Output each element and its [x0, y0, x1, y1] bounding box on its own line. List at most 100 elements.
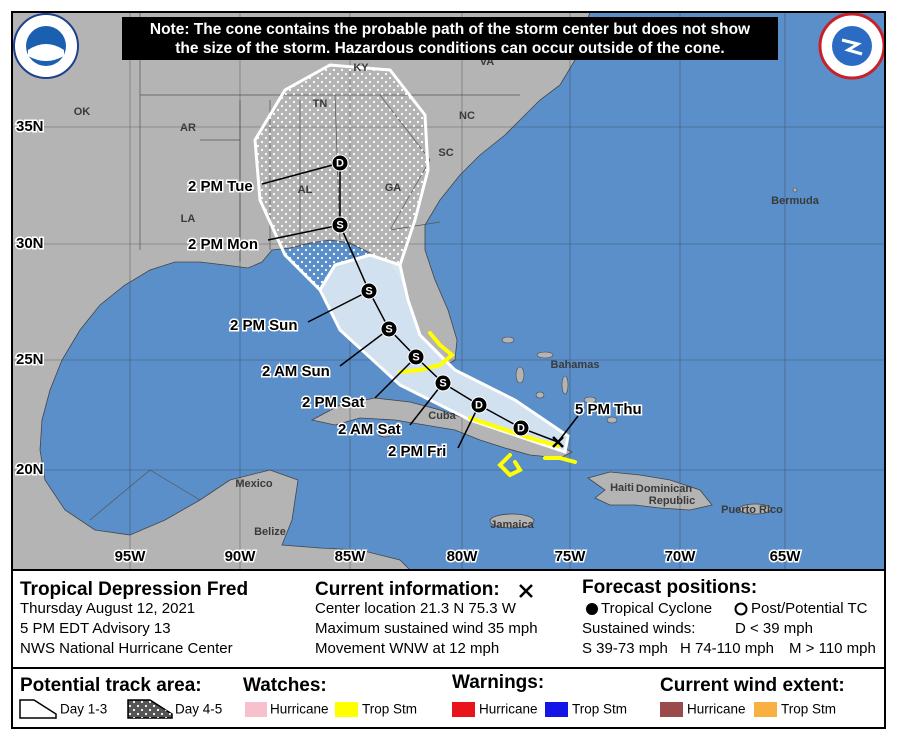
position-marker [360, 282, 378, 300]
isla-juventud [377, 428, 393, 438]
time-label: 2 PM Sun [230, 317, 298, 334]
position-marker [470, 396, 488, 414]
place-label: Bahamas [551, 359, 600, 371]
longitude-label: 80W [447, 548, 479, 565]
latitude-label: 25N [16, 351, 44, 368]
position-symbol: S [336, 219, 343, 231]
place-label: Puerto Rico [721, 504, 783, 516]
place-label: AL [298, 184, 313, 196]
latitude-label: 20N [16, 461, 44, 478]
time-label: 5 PM Thu [575, 401, 642, 418]
legend-item: Day 4-5 [175, 702, 222, 717]
cone-day-1-3 [318, 253, 570, 454]
position-marker [331, 154, 349, 172]
current-title: Current information: [315, 579, 500, 600]
place-label: Mexico [235, 478, 273, 490]
warnings-title: Warnings: [452, 672, 544, 693]
legend-item: Trop Stm [572, 702, 627, 717]
forecast-legend: Post/Potential TC [751, 600, 868, 617]
track: 5 PM Thu D 2 PM Fri D 2 AM Sat S 2 PM Sat S 2 AM… [187, 154, 643, 461]
time-label: 2 PM Tue [188, 178, 253, 195]
legend-item: Hurricane [687, 702, 746, 717]
time-label: 2 PM Fri [388, 443, 446, 460]
place-label: Haiti [610, 482, 634, 494]
longitude-label: 65W [770, 548, 802, 565]
swatch-ts-wind [754, 702, 777, 717]
panel-contents: Tropical Depression Fred Thursday August… [19, 577, 876, 719]
longitude-label: 75W [555, 548, 587, 565]
position-symbol: S [439, 377, 446, 389]
map: 5 PM Thu D 2 PM Fri D 2 AM Sat S 2 PM Sat S 2 AM… [12, 12, 885, 570]
place-label: Republic [649, 495, 695, 507]
current-position [552, 436, 564, 448]
info-panel [11, 569, 886, 729]
current-info: Center location 21.3 N 75.3 W [315, 600, 517, 617]
wind-class: D < 39 mph [735, 620, 813, 637]
cuba [310, 397, 573, 459]
current-info: Maximum sustained wind 35 mph [315, 620, 538, 637]
longitude-label: 70W [665, 548, 697, 565]
hispaniola [587, 471, 713, 511]
puerto-rico [738, 503, 772, 515]
tc-symbol [586, 603, 598, 615]
bermuda [792, 187, 798, 193]
jamaica [489, 513, 535, 529]
wind-extent-title: Current wind extent: [660, 675, 845, 696]
time-label: 2 PM Sat [302, 394, 365, 411]
leader-line [374, 356, 417, 399]
forecast-legend: Tropical Cyclone [601, 600, 712, 617]
storm-info: 5 PM EDT Advisory 13 [20, 620, 171, 637]
leader-line [339, 328, 390, 367]
coordinate-labels: 35N 30N 25N 20N 95W 90W 85W 80W 75W 70W 65W [15, 116, 803, 566]
place-label: LA [181, 213, 196, 225]
longitude-label: 85W [335, 548, 367, 565]
current-info: Movement WNW at 12 mph [315, 640, 499, 657]
latitude-label: 35N [16, 118, 44, 135]
mainland [12, 12, 591, 570]
storm-info: NWS National Hurricane Center [20, 640, 233, 657]
legend-item: Trop Stm [781, 702, 836, 717]
place-label: Cuba [428, 410, 456, 422]
note-box [122, 17, 778, 60]
leader-line [267, 224, 341, 241]
time-label: 2 PM Mon [188, 236, 258, 253]
place-label: GA [385, 182, 402, 194]
position-symbol: D [475, 399, 483, 411]
time-label: 2 AM Sat [338, 421, 401, 438]
position-symbol: S [365, 285, 372, 297]
legend-item: Trop Stm [362, 702, 417, 717]
post-tc-symbol [734, 602, 748, 616]
legend-item: Day 1-3 [60, 702, 107, 717]
position-symbol: D [517, 422, 525, 434]
noaa-logo [13, 13, 79, 79]
place-label: Belize [254, 526, 286, 538]
day13-icon [19, 699, 57, 719]
track-area-title: Potential track area: [20, 675, 202, 696]
note-line: Note: The cone contains the probable pat… [150, 21, 751, 38]
position-marker [512, 419, 530, 437]
leader-line [409, 382, 444, 426]
places: KY VATNNCOKARSCGAALLABermudaBahamasCubaMe… [74, 56, 820, 538]
wind-class: S 39-73 mph [582, 640, 668, 657]
swatch-ts-watch [335, 702, 358, 717]
position-marker [380, 320, 398, 338]
place-label: OK [74, 106, 91, 118]
position-symbol: S [412, 351, 419, 363]
place-label: TN [313, 98, 328, 110]
storm-info: Thursday August 12, 2021 [20, 600, 195, 617]
note-line: the size of the storm. Hazardous conditi… [175, 40, 724, 57]
position-symbol: S [385, 323, 392, 335]
nws-logo [818, 12, 885, 80]
current-x-symbol [519, 584, 533, 598]
leader-line [261, 162, 341, 185]
position-marker [331, 216, 349, 234]
place-label: SC [438, 147, 453, 159]
watches-title: Watches: [243, 675, 327, 696]
position-symbol: D [336, 157, 344, 169]
bahamas [501, 336, 618, 424]
storm-name: Tropical Depression Fred [20, 579, 248, 600]
legend-item: Hurricane [479, 702, 538, 717]
position-marker [434, 374, 452, 392]
forecast-title: Forecast positions: [582, 577, 757, 598]
